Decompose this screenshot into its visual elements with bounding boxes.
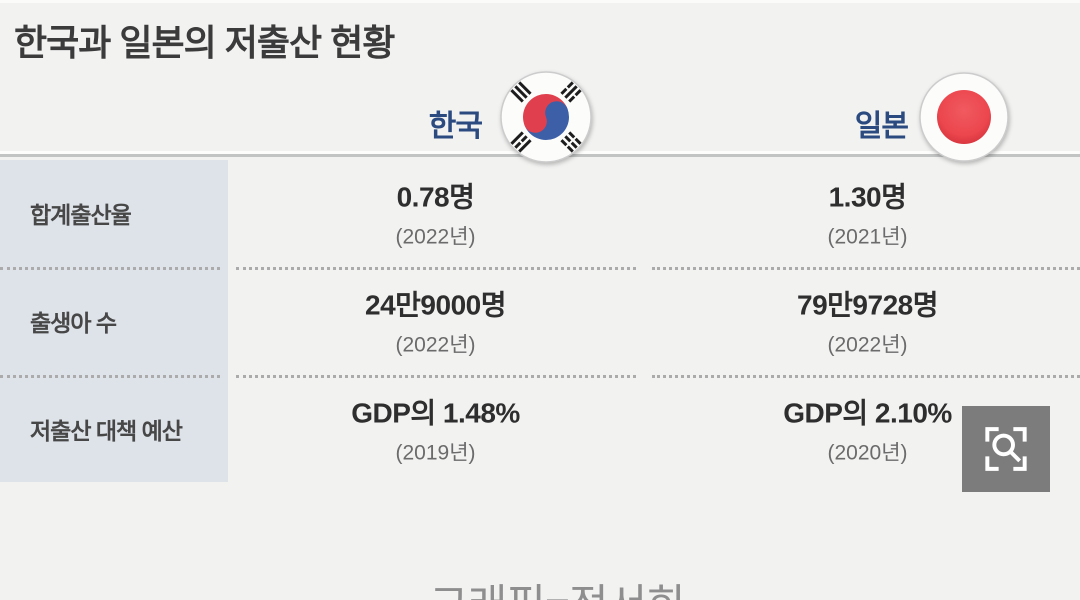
korea-cell: GDP의 1.48% (2019년): [233, 392, 638, 467]
page-title: 한국과 일본의 저출산 현황: [14, 22, 395, 63]
korea-value: 0.78명: [396, 181, 475, 213]
korea-year: (2022년): [395, 333, 476, 357]
column-header-japan: 일본: [854, 110, 909, 143]
korea-cell: 0.78명 (2022년): [233, 176, 638, 251]
table-row-births: 출생아 수 24만9000명 (2022년) 79만9728명 (2022년): [0, 268, 1080, 374]
metric-label-column-background: [0, 160, 228, 482]
japan-flag-icon: [919, 72, 1009, 162]
column-header-korea: 한국: [428, 110, 483, 143]
japan-year: (2021년): [827, 225, 908, 249]
row-label: 합계출산율: [30, 202, 132, 228]
japan-cell: 79만9728명 (2022년): [655, 284, 1080, 359]
japan-cell: GDP의 2.10% (2020년): [655, 392, 1080, 467]
korea-cell: 24만9000명 (2022년): [233, 284, 638, 359]
korea-year: (2019년): [395, 441, 476, 465]
japan-value: 1.30명: [828, 181, 907, 213]
korea-value: GDP의 1.48%: [351, 397, 520, 429]
japan-year: (2020년): [827, 441, 908, 465]
magnifier-viewfinder-icon: [985, 427, 1027, 471]
korea-year: (2022년): [395, 225, 476, 249]
row-label: 저출산 대책 예산: [30, 418, 183, 444]
table-row-budget: 저출산 대책 예산 GDP의 1.48% (2019년) GDP의 2.10% …: [0, 376, 1080, 482]
top-hairline: [0, 0, 1080, 3]
graphic-credit: 그래픽=정서희: [0, 571, 1080, 600]
korea-flag-icon: [500, 71, 592, 163]
japan-cell: 1.30명 (2021년): [655, 176, 1080, 251]
table-row-fertility-rate: 합계출산율 0.78명 (2022년) 1.30명 (2021년): [0, 160, 1080, 266]
image-zoom-button[interactable]: [962, 406, 1050, 492]
japan-value: 79만9728명: [797, 289, 938, 321]
japan-year: (2022년): [827, 333, 908, 357]
korea-value: 24만9000명: [365, 289, 506, 321]
row-label: 출생아 수: [30, 310, 117, 336]
japan-value: GDP의 2.10%: [783, 397, 952, 429]
